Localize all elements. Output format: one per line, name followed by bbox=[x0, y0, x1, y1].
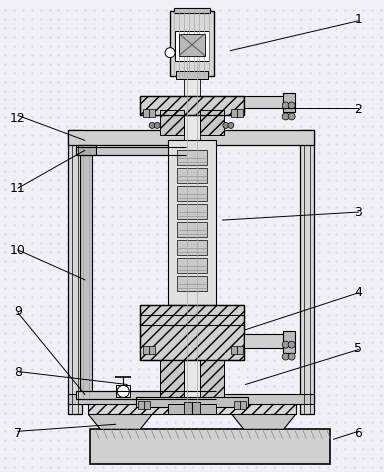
Bar bbox=[244, 334, 288, 347]
Bar bbox=[143, 110, 149, 118]
Bar bbox=[177, 222, 207, 237]
Text: 11: 11 bbox=[10, 183, 26, 195]
Text: 10: 10 bbox=[10, 244, 26, 257]
Bar bbox=[200, 110, 224, 135]
Bar bbox=[170, 11, 214, 76]
Circle shape bbox=[282, 353, 289, 360]
Bar bbox=[177, 186, 207, 201]
Bar bbox=[177, 150, 207, 165]
Bar bbox=[179, 34, 205, 56]
Polygon shape bbox=[232, 414, 296, 430]
Circle shape bbox=[149, 122, 155, 128]
Bar bbox=[149, 110, 155, 118]
Bar bbox=[237, 110, 243, 118]
Bar bbox=[80, 145, 93, 399]
Bar bbox=[177, 276, 207, 291]
Polygon shape bbox=[88, 414, 152, 430]
Text: 12: 12 bbox=[10, 112, 26, 125]
Bar bbox=[140, 95, 244, 116]
Bar bbox=[136, 397, 248, 407]
Text: 1: 1 bbox=[354, 13, 362, 26]
Circle shape bbox=[282, 113, 289, 120]
Bar bbox=[76, 147, 186, 155]
Bar bbox=[68, 130, 314, 145]
Text: 8: 8 bbox=[14, 366, 22, 379]
Circle shape bbox=[165, 48, 175, 58]
Bar bbox=[90, 430, 329, 464]
Text: 2: 2 bbox=[354, 102, 362, 116]
Bar bbox=[177, 258, 207, 273]
Circle shape bbox=[223, 122, 229, 128]
Bar bbox=[140, 95, 244, 116]
Circle shape bbox=[117, 386, 129, 397]
Text: 4: 4 bbox=[354, 286, 362, 299]
Bar bbox=[234, 401, 240, 409]
Bar bbox=[168, 140, 216, 305]
Bar bbox=[176, 71, 208, 78]
Bar bbox=[144, 401, 150, 409]
Bar bbox=[88, 403, 296, 414]
Bar bbox=[160, 360, 184, 405]
Bar bbox=[149, 346, 155, 354]
Bar bbox=[175, 31, 209, 60]
Bar bbox=[143, 346, 149, 354]
Circle shape bbox=[288, 102, 295, 109]
Bar bbox=[231, 110, 237, 118]
Bar bbox=[300, 130, 314, 414]
Bar bbox=[177, 204, 207, 219]
Bar bbox=[200, 360, 224, 405]
Bar bbox=[68, 130, 83, 414]
Bar bbox=[184, 31, 200, 409]
Text: 7: 7 bbox=[14, 427, 22, 440]
Text: 6: 6 bbox=[354, 427, 362, 440]
Circle shape bbox=[288, 113, 295, 120]
Text: 9: 9 bbox=[14, 305, 22, 318]
Circle shape bbox=[282, 341, 289, 348]
Bar bbox=[231, 346, 237, 354]
Bar bbox=[116, 386, 130, 397]
Bar bbox=[68, 395, 314, 405]
Bar bbox=[140, 305, 244, 360]
Bar bbox=[237, 346, 243, 354]
Bar bbox=[283, 331, 295, 353]
Circle shape bbox=[288, 353, 295, 360]
Bar bbox=[168, 405, 216, 414]
Bar bbox=[240, 401, 246, 409]
Bar bbox=[177, 168, 207, 183]
Bar bbox=[140, 305, 244, 360]
Bar bbox=[138, 401, 144, 409]
Bar bbox=[177, 240, 207, 255]
Bar bbox=[184, 403, 200, 414]
Bar bbox=[283, 93, 295, 112]
Circle shape bbox=[288, 341, 295, 348]
Text: 5: 5 bbox=[354, 342, 362, 355]
Text: 3: 3 bbox=[354, 206, 362, 219]
Bar bbox=[76, 145, 96, 155]
Bar bbox=[174, 8, 210, 13]
Circle shape bbox=[154, 122, 160, 128]
Circle shape bbox=[282, 102, 289, 109]
Circle shape bbox=[228, 122, 234, 128]
Bar bbox=[76, 391, 216, 399]
Bar bbox=[244, 95, 288, 109]
Bar bbox=[160, 110, 184, 135]
